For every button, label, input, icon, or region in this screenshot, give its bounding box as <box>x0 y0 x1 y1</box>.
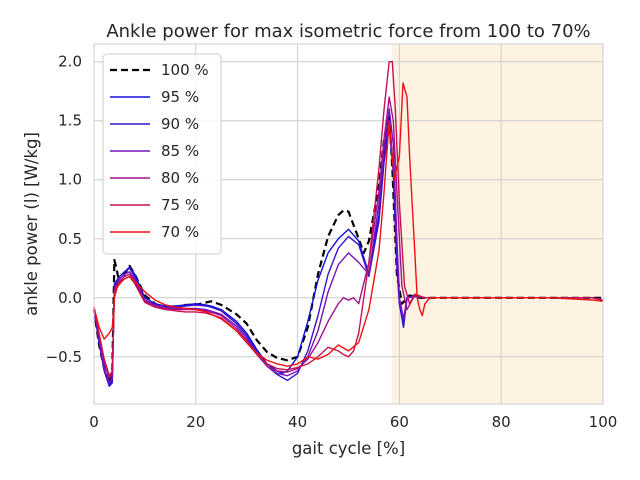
y-tick-label: −0.5 <box>46 348 82 366</box>
legend-label: 90 % <box>161 115 199 133</box>
legend: 100 % 95 % 90 % 85 % 80 % 75 % 70 % <box>102 53 222 255</box>
legend-label: 80 % <box>161 169 199 187</box>
legend-label: 70 % <box>161 223 199 241</box>
axes-border <box>93 43 604 405</box>
y-tick-label: 1.0 <box>58 171 82 189</box>
x-axis-label: gait cycle [%] <box>292 439 405 458</box>
legend-label: 95 % <box>161 88 199 106</box>
x-tick-label: 100 <box>589 413 618 431</box>
y-tick-label: 0.0 <box>58 289 82 307</box>
y-axis-label: ankle power (l) [W/kg] <box>22 132 41 316</box>
x-tick-label: 60 <box>390 413 409 431</box>
x-tick-label: 20 <box>186 413 205 431</box>
shaded-region <box>391 44 603 404</box>
legend-label: 85 % <box>161 142 199 160</box>
legend-label: 100 % <box>161 61 209 79</box>
series-layer <box>92 61 604 387</box>
series-line-4 <box>93 96 604 379</box>
x-tick-label: 0 <box>89 413 99 431</box>
series-line-6 <box>93 82 604 367</box>
series-line-2 <box>93 125 604 387</box>
axes-frame <box>93 43 604 405</box>
x-tick-label: 40 <box>288 413 307 431</box>
chart-title: Ankle power for max isometric force from… <box>106 21 590 42</box>
legend-box <box>102 53 222 255</box>
series-line-3 <box>93 108 604 384</box>
tick-labels: 0 20 40 60 80 100 −0.5 0.0 0.5 1.0 1.5 2.0 <box>46 53 618 431</box>
legend-label: 75 % <box>161 196 199 214</box>
y-tick-label: 1.5 <box>58 112 82 130</box>
x-tick-label: 80 <box>492 413 511 431</box>
y-tick-label: 2.0 <box>58 53 82 71</box>
y-tick-label: 0.5 <box>58 230 82 248</box>
